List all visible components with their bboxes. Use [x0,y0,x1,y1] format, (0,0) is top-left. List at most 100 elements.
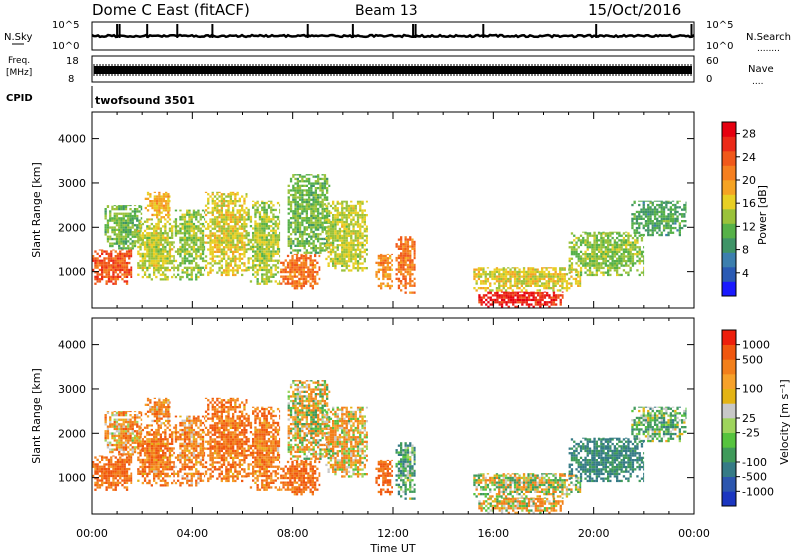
power-cell [498,284,501,287]
velocity-cell [96,484,99,487]
power-cell [538,275,541,278]
power-cell [110,275,113,278]
power-cell [602,273,605,277]
power-cell [121,264,124,267]
power-cell [107,266,111,269]
power-cell [579,275,582,278]
power-cell [584,250,587,253]
power-cell [279,280,281,283]
power-cell [96,264,99,267]
velocity-cell [111,432,114,435]
power-cell [151,206,154,210]
power-cell [550,296,553,299]
power-cell [109,237,112,241]
power-cell [352,225,355,228]
power-cell [245,225,248,228]
power-cell [159,236,162,239]
power-cell [124,205,128,208]
power-cell [201,241,205,244]
power-cell [254,204,257,207]
velocity-cell [122,425,125,428]
power-cell [321,205,324,208]
power-cell [104,217,107,220]
velocity-cell [116,463,120,466]
power-cell [295,259,299,262]
power-cell [622,269,626,272]
power-cell [350,207,353,210]
velocity-cell [98,474,102,478]
power-cell [328,184,331,187]
power-cell [116,268,120,272]
power-cell [406,240,410,244]
power-cell [409,284,412,287]
power-cell [186,225,189,228]
power-cell [656,217,659,220]
power-cell [607,250,610,253]
power-cell [218,250,221,253]
power-cell [656,213,659,216]
velocity-cell [105,470,108,473]
power-cell [261,275,264,278]
power-cell [480,268,483,271]
power-cell [507,270,510,274]
power-cell [651,233,654,237]
power-cell [618,246,621,249]
power-cell [631,259,635,263]
power-cell [222,193,226,196]
power-cell [622,255,626,258]
power-cell [157,252,160,256]
power-cell [150,278,153,281]
power-cell [216,220,219,223]
power-cell [500,296,504,299]
velocity-cell [111,450,114,454]
power-cell [475,268,478,271]
power-cell [225,230,228,233]
power-cell [186,266,189,269]
power-cell [365,239,368,242]
power-cell [584,257,587,260]
power-cell [243,218,246,221]
power-cell [183,252,187,256]
power-cell [188,215,191,219]
power-cell [513,267,517,269]
power-cell [289,270,292,274]
power-cell [296,221,299,224]
velocity-cell [114,465,117,468]
power-cell [111,219,114,222]
power-cell [635,215,639,218]
power-cell [143,252,147,256]
velocity-cell [119,472,122,475]
power-cell [494,294,497,297]
power-cell [609,231,612,233]
power-cell [292,240,295,243]
power-cell [347,244,351,247]
power-cell [411,245,414,248]
power-cell [146,250,149,253]
power-cell [550,273,553,276]
power-cell [352,227,355,231]
power-cell [532,273,535,276]
power-cell [256,273,259,276]
power-cell [332,202,335,205]
power-cell [338,220,342,224]
power-cell [314,277,317,281]
power-cell [312,200,315,204]
power-cell [167,206,170,210]
power-cell [538,273,541,276]
power-cell [216,211,219,214]
power-cell [123,264,126,267]
power-cell [309,259,312,262]
power-cell [516,305,519,308]
power-cell [539,305,542,308]
power-cell [505,291,508,293]
power-cell [484,280,487,283]
velocity-cell [103,472,106,475]
power-cell [229,259,232,263]
power-cell [565,289,569,292]
power-cell [276,243,280,246]
power-cell [620,273,623,277]
power-cell [241,262,244,265]
power-cell [118,240,121,243]
power-cell [350,204,353,208]
power-cell [236,257,239,260]
